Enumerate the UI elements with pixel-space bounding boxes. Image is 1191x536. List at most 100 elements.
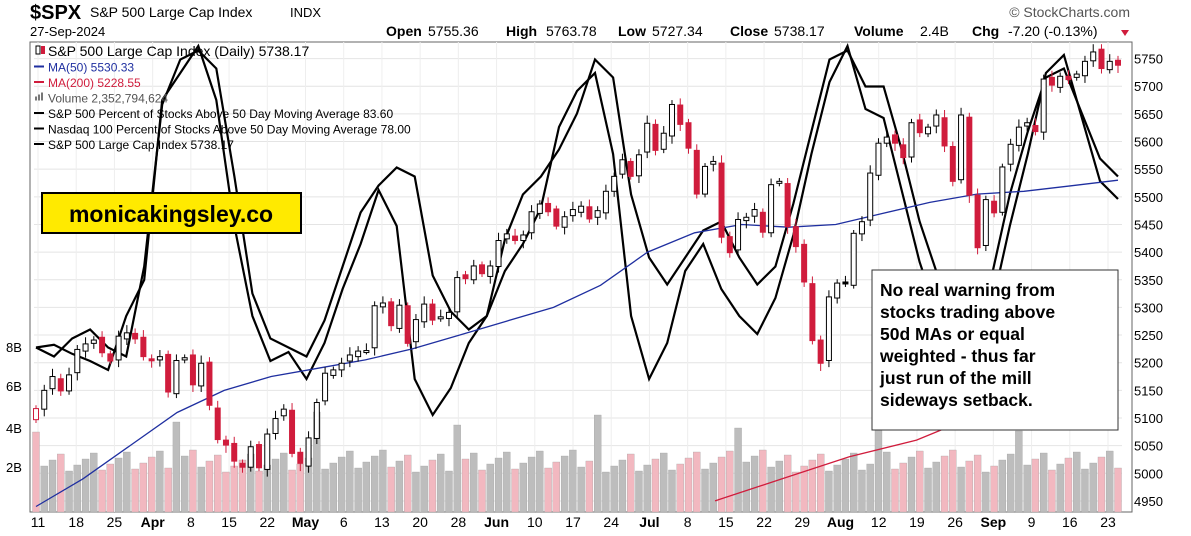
y-tick-label: 5300: [1134, 300, 1163, 315]
x-tick-label: 17: [565, 514, 581, 530]
legend-entry: Volume 2,352,794,624: [48, 92, 168, 106]
candle-body: [751, 209, 758, 217]
candle-body: [867, 172, 874, 221]
candle-body: [421, 303, 428, 323]
candle-body: [33, 408, 39, 421]
volume-bar: [560, 455, 569, 513]
candle-body: [842, 281, 849, 285]
candle-body: [627, 160, 634, 177]
volume-bar: [1015, 430, 1023, 513]
volume-bar: [1048, 469, 1056, 513]
candle-body: [1098, 48, 1105, 70]
candle-body: [305, 437, 312, 467]
candle-body: [1073, 73, 1080, 78]
down-arrow-icon: [1121, 30, 1129, 36]
volume-bar: [982, 471, 990, 513]
volume-axis: 2B 4B 6B 8B: [6, 340, 22, 475]
volume-bar: [470, 452, 478, 513]
watermark-box: [41, 192, 302, 234]
x-tick-label: 19: [909, 514, 925, 530]
volume-tick-label: 6B: [6, 379, 22, 394]
annotation-text: No real warning from stocks trading above…: [879, 280, 1055, 410]
volume-bar: [858, 469, 866, 513]
low-value: 5727.34: [652, 23, 703, 39]
x-tick-label: 24: [603, 514, 619, 530]
y-tick-label: 5600: [1134, 135, 1163, 150]
volume-bar: [907, 456, 916, 513]
volume-bar: [577, 466, 585, 513]
legend-swatch: [35, 96, 37, 101]
volume-bar: [181, 455, 189, 513]
volume-bar: [1040, 452, 1048, 513]
volume-bar: [98, 469, 106, 513]
candle-body: [578, 205, 585, 213]
volume-bar: [437, 453, 445, 513]
candle-body: [338, 362, 345, 371]
candle-body: [470, 265, 477, 281]
candle-body: [107, 353, 114, 362]
volume-bar: [949, 449, 957, 513]
candle-body: [165, 353, 172, 393]
volume-bar: [585, 460, 594, 513]
candle-body: [1048, 76, 1055, 86]
volume-bar: [453, 424, 461, 513]
y-tick-label: 5550: [1134, 162, 1163, 177]
volume-bar: [775, 460, 784, 513]
volume-bar: [1073, 451, 1081, 513]
volume-bar: [767, 466, 775, 513]
volume-bar: [511, 468, 519, 513]
volume-bar: [883, 451, 891, 513]
y-tick-label: 5250: [1134, 328, 1163, 343]
open-value: 5755.36: [428, 23, 479, 39]
volume-bar: [850, 452, 858, 513]
volume-bar: [709, 462, 717, 513]
candle-body: [247, 446, 254, 468]
volume-bar: [428, 459, 437, 513]
annotation-line: sideways setback.: [880, 390, 1033, 410]
candle-body: [363, 350, 370, 354]
volume-bar: [271, 458, 280, 513]
volume-bar: [610, 465, 618, 513]
candle-body: [156, 356, 163, 361]
x-tick-label: 9: [1028, 514, 1036, 530]
high-label: High: [506, 23, 537, 39]
low-label: Low: [618, 23, 646, 39]
volume-bar: [164, 467, 172, 513]
x-tick-label: Jul: [639, 514, 659, 530]
volume-bar: [750, 455, 759, 513]
y-tick-label: 5100: [1134, 411, 1163, 426]
volume-bar: [1006, 453, 1015, 513]
y-tick-label: 5450: [1134, 217, 1163, 232]
volume-bar: [354, 467, 362, 513]
volume-bar: [73, 464, 81, 513]
candle-body: [1007, 143, 1014, 165]
candle-body: [198, 362, 205, 387]
legend-swatch: [41, 46, 45, 54]
volume-bar: [660, 452, 668, 513]
volume-bar: [321, 468, 329, 513]
volume-bar: [866, 463, 874, 513]
volume-bar: [676, 463, 684, 513]
candle-body: [41, 389, 48, 410]
candle-body: [520, 234, 527, 242]
candle-body: [123, 332, 130, 340]
volume-bar: [891, 468, 899, 513]
volume-bar: [189, 449, 197, 513]
candle-body: [206, 361, 213, 406]
volume-bar: [1056, 463, 1064, 513]
candle-body: [966, 116, 973, 196]
candle-body: [759, 211, 766, 233]
volume-bar: [65, 470, 73, 513]
legend: S&P 500 Large Cap Index (Daily) 5738.17 M…: [34, 43, 411, 152]
candle-body: [82, 343, 89, 352]
volume-bar: [370, 455, 379, 513]
candle-body: [891, 134, 898, 144]
volume-bar: [1114, 467, 1122, 513]
volume-bar: [618, 459, 627, 513]
candle-body: [115, 335, 122, 361]
candle-body: [718, 162, 725, 238]
volume-bar: [817, 453, 825, 513]
volume-bar: [362, 461, 371, 513]
candle-body: [908, 122, 915, 158]
candle-body: [239, 462, 246, 468]
